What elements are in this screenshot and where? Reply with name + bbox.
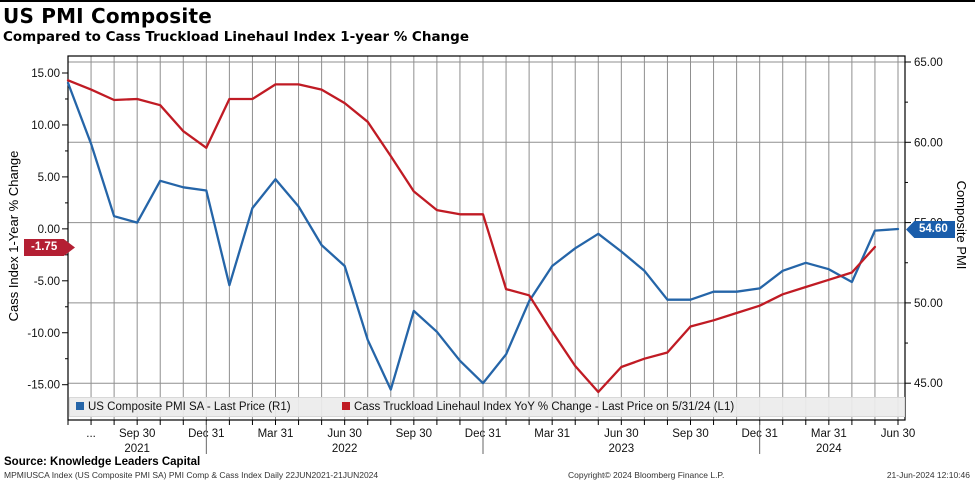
left-axis-tick-label: 10.00	[31, 120, 60, 132]
cass-line	[66, 79, 877, 394]
x-axis-tick-label: Mar 31	[811, 428, 847, 440]
right-axis-tick-label: 50.00	[914, 298, 943, 310]
x-axis-tick-label: Mar 31	[258, 428, 294, 440]
plot-border	[67, 55, 906, 421]
left-axis-tick-label: -10.00	[27, 328, 60, 340]
pmi-series-swatch-icon	[76, 402, 84, 410]
window-top-border	[0, 0, 975, 2]
x-axis-tick-label: Jun 30	[881, 428, 916, 440]
x-axis-tick-label: Sep 30	[672, 428, 708, 440]
legend: US Composite PMI SA - Last Price (R1) Ca…	[69, 397, 905, 417]
footer-copyright: Copyright© 2024 Bloomberg Finance L.P.	[568, 470, 725, 480]
x-axis-year-label: 2021	[124, 443, 150, 455]
x-axis-tick-label: Mar 31	[534, 428, 570, 440]
x-axis-tick-label: Jun 30	[327, 428, 362, 440]
legend-label-cass: Cass Truckload Linehaul Index YoY % Chan…	[354, 401, 735, 413]
right-axis-tick-label: 45.00	[914, 378, 943, 390]
left-axis-tick-label: 5.00	[38, 172, 60, 184]
cass-series-swatch-icon	[342, 402, 350, 410]
x-axis-tick-label: Jun 30	[604, 428, 639, 440]
left-axis-tick-label: 0.00	[38, 224, 60, 236]
legend-item-pmi[interactable]: US Composite PMI SA - Last Price (R1)	[76, 398, 291, 416]
legend-label-pmi: US Composite PMI SA - Last Price (R1)	[88, 401, 291, 413]
source-note: Source: Knowledge Leaders Capital	[4, 456, 201, 468]
pmi-last-price-badge: 54.60	[906, 221, 955, 238]
x-axis-tick-label: Sep 30	[119, 428, 155, 440]
legend-item-cass[interactable]: Cass Truckload Linehaul Index YoY % Chan…	[342, 398, 734, 416]
left-axis-tick-label: 15.00	[31, 68, 60, 80]
x-axis-year-label: 2022	[332, 443, 358, 455]
left-axis-tick-label: -15.00	[27, 380, 60, 392]
pmi-line	[66, 81, 900, 391]
x-axis-tick-label: ...	[86, 428, 96, 440]
right-axis-title: Composite PMI	[954, 180, 969, 270]
page-subtitle: Compared to Cass Truckload Linehaul Inde…	[3, 29, 469, 45]
x-axis-tick-label: Sep 30	[396, 428, 432, 440]
page-title: US PMI Composite	[3, 4, 212, 28]
left-axis-tick-label: -5.00	[34, 276, 60, 288]
x-axis-year-label: 2023	[609, 443, 635, 455]
x-axis-year-label: 2024	[816, 443, 842, 455]
footer-ticker-info: MPMIUSCA Index (US Composite PMI SA) PMI…	[4, 470, 379, 480]
cass-last-price-badge: -1.75	[24, 239, 75, 256]
footer-timestamp: 21-Jun-2024 12:10:46	[886, 470, 970, 480]
left-axis-title: Cass Index 1-Year % Change	[6, 150, 21, 322]
right-axis-tick-label: 65.00	[914, 57, 943, 69]
right-axis-tick-label: 60.00	[914, 137, 943, 149]
